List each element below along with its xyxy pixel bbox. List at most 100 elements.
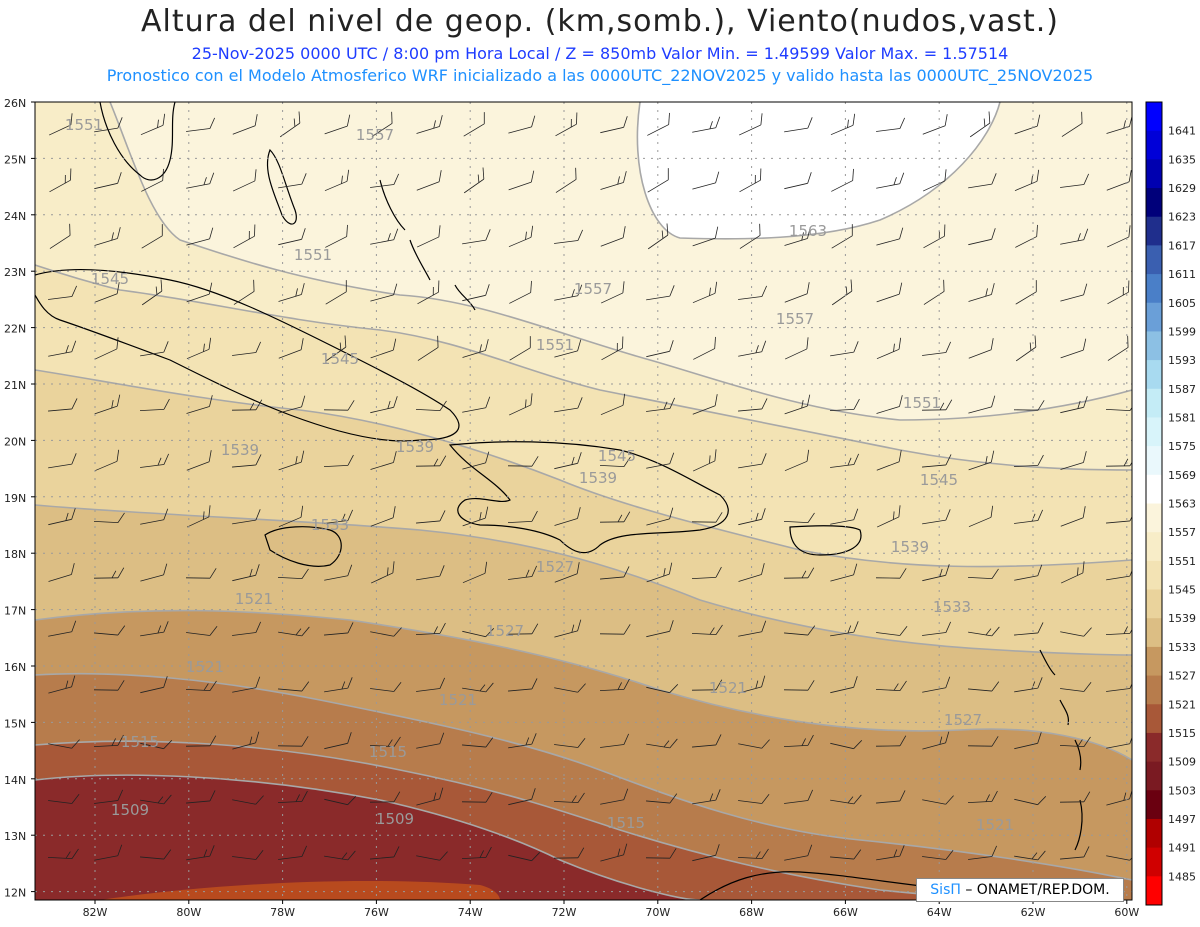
wind-barb [783,512,815,524]
wind-barb-shaft [831,290,853,306]
wind-barb [508,170,535,191]
contour-label: 1545 [321,350,359,368]
wind-barb-shaft [1106,575,1130,581]
wind-barb-flag [346,169,350,182]
wind-barb-shaft [415,632,441,636]
wind-barb [783,567,815,579]
wind-barb-flag [991,626,1000,637]
wind-barb-shaft [416,688,440,692]
wind-barb-flag [432,287,434,296]
wind-barb [186,337,212,360]
wind-barb-flag [1122,287,1124,296]
contour-label: 1527 [944,711,982,729]
wind-barb [140,508,169,525]
wind-barb-shaft [692,127,716,133]
wind-barb-flag [208,450,212,462]
wind-barb-shaft [324,742,348,750]
wind-barb-shaft [692,292,716,304]
wind-barb-flag [669,285,675,297]
wind-barb-flag [203,683,209,691]
contour-label: 1509 [376,810,414,828]
wind-barb [48,340,77,357]
wind-barb-shaft [462,744,486,748]
wind-barb-flag [1129,565,1132,577]
wind-barb-shaft [48,463,72,469]
wind-barb [233,224,256,249]
wind-barb [555,167,577,193]
colorbar-swatch [1146,847,1162,877]
wind-barb-flag [347,454,354,466]
wind-barb-flag [1083,846,1090,858]
wind-barb-shaft [876,238,900,246]
wind-barb-flag [531,678,538,690]
wind-barb [600,226,626,247]
wind-barb-flag [853,453,860,465]
wind-barb-flag [669,507,674,520]
wind-barb [1014,732,1042,750]
wind-barb-shaft [599,464,625,468]
wind-barb-flag [116,282,120,294]
wind-barb-shaft [600,237,624,247]
colorbar-swatch [1146,589,1162,619]
wind-barb-flag [347,796,357,805]
wind-barb [922,169,947,192]
wind-barb-shaft [371,123,393,137]
wind-barb-shaft [140,519,164,525]
wind-barb-flag [577,619,582,632]
colorbar-label: 1641 [1168,125,1196,138]
coastline [379,179,406,231]
wind-barb [784,117,813,133]
wind-barb [1105,622,1132,636]
wind-barb-flag [991,173,997,185]
lon-tick-label: 62W [1021,906,1046,919]
wind-barb [94,117,123,133]
wind-barb-flag [617,514,623,523]
wind-barb-shaft [738,743,762,749]
colorbar-label: 1551 [1168,555,1196,568]
wind-barb-shaft [831,235,853,249]
wind-barb [553,847,585,859]
wind-barb-flag [485,229,491,241]
wind-barb-shaft [554,350,578,358]
wind-barb [324,114,351,135]
wind-barb-flag [530,170,535,183]
wind-barb-shaft [1014,855,1038,861]
wind-barb-flag [577,792,585,803]
wind-barb-flag [439,400,447,411]
wind-barb [186,172,215,189]
wind-barb-flag [1031,852,1038,860]
lon-tick-label: 82W [83,906,108,919]
wind-barb-flag [845,286,848,295]
wind-barb-flag [945,399,953,410]
wind-barb-shaft [370,572,394,584]
wind-barb [968,626,1000,637]
wind-barb [186,227,214,246]
contour-label: 1533 [311,516,349,534]
wind-barb-flag [300,505,304,518]
wind-barb [876,450,902,471]
wind-barb-flag [755,851,761,859]
wind-barb-shaft [1014,520,1038,524]
wind-barb [691,566,722,580]
wind-barb-flag [71,508,76,520]
wind-barb-flag [298,111,301,124]
wind-barb-flag [899,735,907,746]
wind-barb [278,395,306,414]
wind-barb-flag [669,848,677,859]
wind-barb [968,681,1000,692]
wind-barb-flag [669,684,679,693]
wind-barb [646,507,674,526]
wind-barb-flag [483,112,485,124]
colorbar-label: 1617 [1168,239,1196,252]
wind-barb [231,399,263,411]
wind-barb [415,622,446,636]
wind-barb [784,282,810,303]
wind-barb-shaft [738,408,762,412]
wind-barb-shaft [140,631,164,637]
wind-barb-flag [661,230,664,239]
wind-barb-flag [163,508,169,520]
wind-barb [876,172,905,189]
wind-barb [416,115,443,134]
wind-barb-flag [163,621,169,633]
wind-barb [278,173,307,189]
